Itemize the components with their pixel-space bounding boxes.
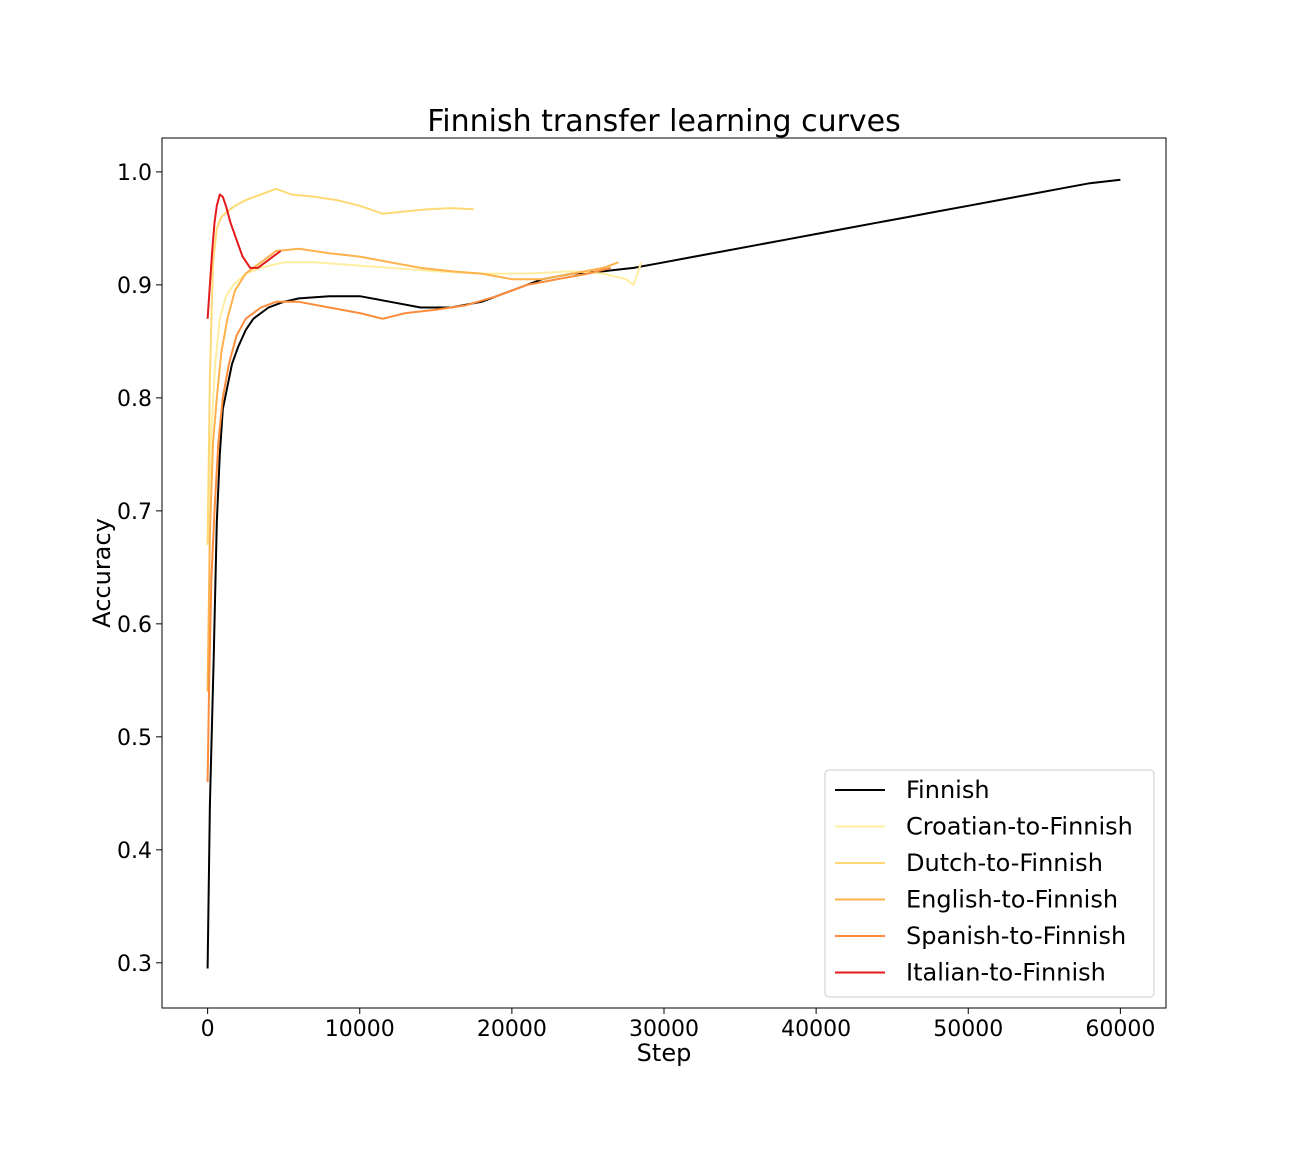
chart-title: Finnish transfer learning curves (427, 104, 901, 139)
legend-box (824, 769, 1155, 998)
series-line-1 (206, 261, 643, 545)
y-tick-label: 0.7 (117, 500, 152, 525)
series-line-2 (206, 187, 474, 545)
legend-label: Finnish (906, 776, 990, 804)
y-tick-label: 0.6 (117, 613, 152, 638)
y-tick-label: 0.3 (117, 952, 152, 977)
x-axis-label: Step (637, 1039, 692, 1067)
legend-label: Italian-to-Finnish (906, 959, 1106, 987)
y-axis-label: Accuracy (88, 518, 116, 628)
legend-label: Spanish-to-Finnish (906, 922, 1126, 950)
series-line-3 (206, 247, 619, 692)
series-line-5 (206, 193, 282, 319)
legend-label: Croatian-to-Finnish (906, 813, 1133, 841)
legend-label: Dutch-to-Finnish (906, 849, 1103, 877)
x-tick-label: 30000 (629, 1017, 699, 1042)
y-tick-label: 0.9 (117, 274, 152, 299)
y-tick-label: 0.4 (117, 839, 152, 864)
legend-label: English-to-Finnish (906, 886, 1118, 914)
x-tick-label: 40000 (781, 1017, 851, 1042)
y-axis: 0.3 0.4 0.5 0.6 0.7 0.8 0.9 1.0 (117, 161, 162, 977)
x-tick-label: 10000 (325, 1017, 395, 1042)
legend: Finnish Croatian-to-Finnish Dutch-to-Finni… (824, 769, 1155, 998)
x-axis: 0 10000 20000 30000 40000 50000 60000 (201, 1008, 1155, 1042)
x-tick-label: 20000 (477, 1017, 547, 1042)
y-tick-label: 0.8 (117, 387, 152, 412)
x-tick-label: 50000 (933, 1017, 1003, 1042)
y-tick-label: 1.0 (117, 161, 152, 186)
y-tick-label: 0.5 (117, 726, 152, 751)
x-tick-label: 0 (201, 1017, 215, 1042)
series-line-4 (206, 266, 612, 783)
plot-lines (206, 178, 1121, 969)
x-tick-label: 60000 (1085, 1017, 1155, 1042)
